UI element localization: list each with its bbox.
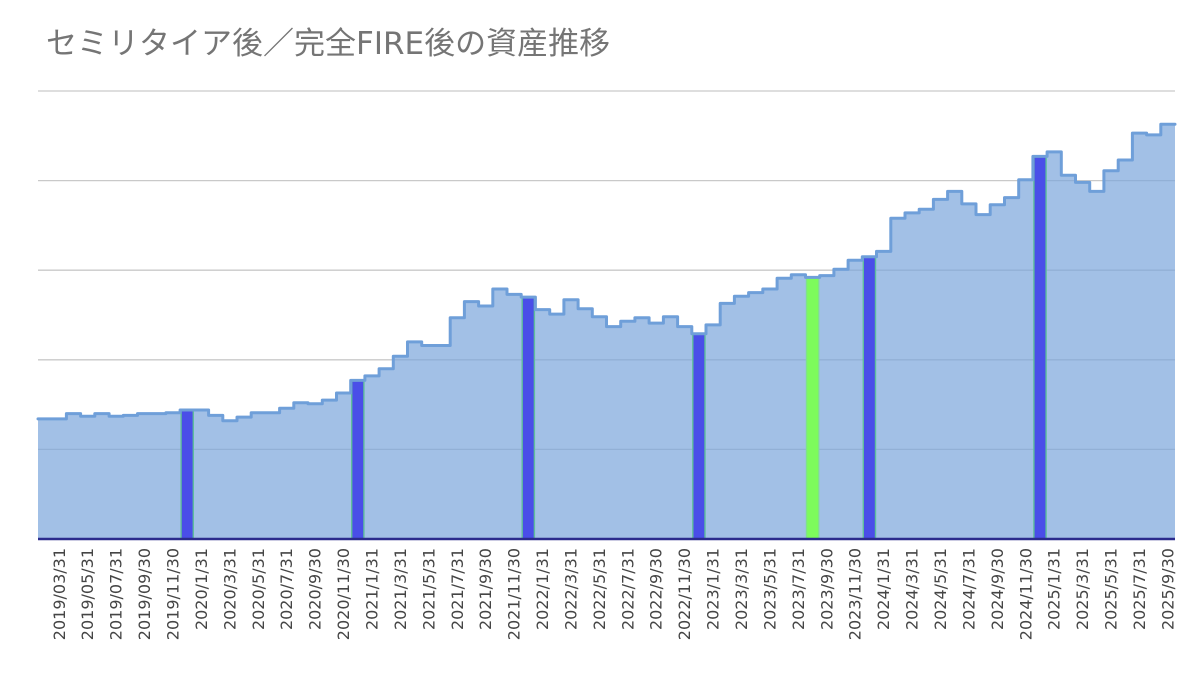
x-tick-label: 2020/11/30 [334, 548, 353, 640]
x-tick-label: 2022/3/31 [562, 548, 581, 630]
x-tick-label: 2019/05/31 [78, 548, 97, 640]
x-tick-label: 2023/9/30 [817, 548, 836, 630]
x-tick-label: 2024/11/30 [1016, 548, 1035, 640]
x-tick-label: 2021/3/31 [391, 548, 410, 630]
x-tick-label: 2023/7/31 [789, 548, 808, 630]
highlight-bar [805, 276, 820, 540]
x-tick-label: 2024/1/31 [874, 548, 893, 630]
highlight-bar [862, 256, 877, 540]
x-tick-label: 2019/11/30 [164, 548, 183, 640]
series-line-layer [36, 122, 1177, 423]
highlight-bar [1033, 155, 1047, 540]
highlight-bar [351, 379, 365, 540]
x-tick-label: 2023/11/30 [846, 548, 865, 640]
highlight-bars [180, 155, 1047, 540]
x-tick-label: 2019/07/31 [107, 548, 126, 640]
x-tick-label: 2023/3/31 [732, 548, 751, 630]
x-tick-label: 2022/11/30 [675, 548, 694, 640]
x-tick-label: 2019/03/31 [50, 548, 69, 640]
x-tick-label: 2021/9/30 [476, 548, 495, 630]
x-tick-label: 2020/3/31 [220, 548, 239, 630]
x-tick-label: 2025/5/31 [1102, 548, 1121, 630]
x-tick-label: 2025/3/31 [1073, 548, 1092, 630]
chart-title: セミリタイア後／完全FIRE後の資産推移 [46, 26, 610, 62]
area-series [38, 124, 1175, 539]
highlight-bar [692, 333, 706, 540]
x-tick-label: 2020/5/31 [249, 548, 268, 630]
highlight-bar [180, 409, 195, 540]
x-tick-labels: 2019/03/31 2019/05/31 2019/07/31 2019/09/30… [50, 548, 1178, 640]
x-tick-label: 2024/5/31 [931, 548, 950, 630]
asset-line [36, 122, 1177, 423]
x-tick-label: 2025/1/31 [1045, 548, 1064, 630]
x-tick-label: 2020/9/30 [306, 548, 325, 630]
x-tick-label: 2022/5/31 [590, 548, 609, 630]
x-tick-label: 2022/7/31 [618, 548, 637, 630]
x-tick-label: 2024/9/30 [988, 548, 1007, 630]
x-tick-label: 2024/3/31 [903, 548, 922, 630]
x-tick-label: 2021/11/30 [505, 548, 524, 640]
x-tick-label: 2022/9/30 [647, 548, 666, 630]
x-tick-label: 2024/7/31 [959, 548, 978, 630]
x-tick-label: 2020/7/31 [277, 548, 296, 630]
x-tick-label: 2023/1/31 [704, 548, 723, 630]
highlight-bar [521, 296, 536, 540]
x-tick-label: 2021/7/31 [448, 548, 467, 630]
x-tick-label: 2022/1/31 [533, 548, 552, 630]
x-tick-label: 2025/9/30 [1158, 548, 1177, 630]
x-tick-label: 2020/1/31 [192, 548, 211, 630]
x-tick-label: 2021/1/31 [363, 548, 382, 630]
x-tick-label: 2025/7/31 [1130, 548, 1149, 630]
asset-area [38, 124, 1175, 539]
x-tick-label: 2023/5/31 [760, 548, 779, 630]
x-tick-label: 2019/09/30 [135, 548, 154, 640]
x-tick-label: 2021/5/31 [419, 548, 438, 630]
